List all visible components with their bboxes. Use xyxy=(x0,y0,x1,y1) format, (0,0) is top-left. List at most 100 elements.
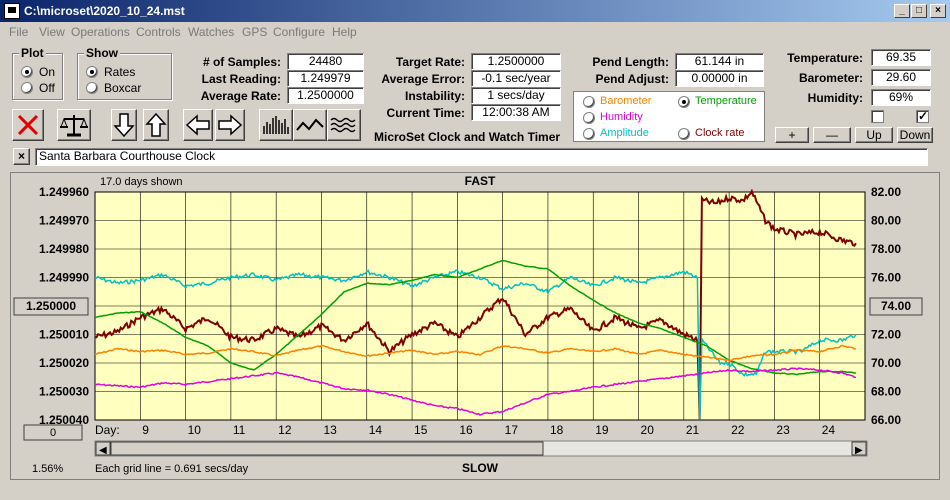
plot-off-label[interactable]: Off xyxy=(39,81,55,95)
instability-label: Instability: xyxy=(404,89,465,103)
title-bar: C:\microset\2020_10_24.mst _ □ × xyxy=(0,0,950,22)
move-down-button[interactable] xyxy=(111,109,137,141)
plot-on-radio[interactable] xyxy=(21,66,33,78)
amplitude-option[interactable]: Amplitude xyxy=(600,127,649,139)
humidity-radio[interactable] xyxy=(583,112,595,124)
humidity-option[interactable]: Humidity xyxy=(600,111,643,123)
day-axis-label: Day: xyxy=(95,423,120,437)
humidity-label: Humidity: xyxy=(807,91,863,105)
clear-name-button[interactable]: × xyxy=(13,148,30,165)
decrease-button[interactable]: — xyxy=(813,127,851,143)
average-error-label: Average Error: xyxy=(381,72,465,86)
clock-name-input[interactable]: Santa Barbara Courthouse Clock xyxy=(35,148,928,166)
target-rate-label: Target Rate: xyxy=(395,55,465,69)
left-tick-label: 1.250010 xyxy=(39,328,89,342)
show-rates-radio[interactable] xyxy=(86,66,98,78)
day-tick-label: 19 xyxy=(595,423,609,437)
temperature-option[interactable]: Temperature xyxy=(695,95,757,107)
chart-panel: 1.249960 82.00 1.249970 80.00 1.249980 78.00 1… xyxy=(10,172,940,480)
clock-rate-option[interactable]: Clock rate xyxy=(695,127,745,139)
scroll-left-arrow-button[interactable] xyxy=(95,441,111,456)
left-center-button[interactable] xyxy=(13,297,89,316)
sensor-selector: Barometer Temperature Humidity Amplitude… xyxy=(573,91,765,142)
target-rate-field: 1.2500000 xyxy=(471,53,561,70)
clear-data-button[interactable] xyxy=(12,109,44,141)
env-checkbox-2[interactable]: ✓ xyxy=(916,109,929,123)
plot-group-title: Plot xyxy=(19,46,46,60)
pend-length-field: 61.144 in xyxy=(675,53,764,70)
left-tick-label: 1.249960 xyxy=(39,185,89,199)
left-tick-label: 1.249980 xyxy=(39,242,89,256)
arrow-down-icon xyxy=(113,113,135,138)
plot-off-radio[interactable] xyxy=(21,82,33,94)
temperature-field: 69.35 xyxy=(871,49,931,66)
day-tick-label: 12 xyxy=(278,423,292,437)
samples-label: # of Samples: xyxy=(202,55,281,69)
scroll-right-arrow-icon: ▶ xyxy=(855,445,863,456)
menu-help[interactable]: Help xyxy=(332,25,357,39)
right-tick-label: 66.00 xyxy=(871,413,901,427)
series-humidity-line xyxy=(94,367,856,416)
show-boxcar-label[interactable]: Boxcar xyxy=(104,81,142,95)
left-tick-label: 1.249970 xyxy=(39,214,89,228)
right-tick-label: 76.00 xyxy=(871,271,901,285)
barometer-label: Barometer: xyxy=(798,71,863,85)
scroll-left-button[interactable] xyxy=(183,109,213,141)
day-tick-label: 24 xyxy=(822,423,836,437)
menu-view[interactable]: View xyxy=(39,25,65,39)
right-center-button[interactable] xyxy=(869,297,923,316)
days-shown-label: 17.0 days shown xyxy=(100,176,183,188)
histogram-button[interactable] xyxy=(259,109,293,141)
average-rate-field: 1.2500000 xyxy=(287,87,364,104)
temperature-radio[interactable] xyxy=(678,96,690,108)
env-checkbox-1[interactable] xyxy=(871,110,884,123)
barometer-option[interactable]: Barometer xyxy=(600,95,652,107)
wave-graph-button[interactable] xyxy=(327,109,361,141)
right-tick-label: 80.00 xyxy=(871,214,901,228)
day-tick-label: 18 xyxy=(550,423,564,437)
scroll-down-button[interactable]: Down xyxy=(897,127,933,143)
move-up-button[interactable] xyxy=(143,109,169,141)
line-graph-button[interactable] xyxy=(293,109,327,141)
fast-label: FAST xyxy=(465,174,496,188)
menu-configure[interactable]: Configure xyxy=(273,25,326,39)
h-scrollbar-thumb[interactable] xyxy=(110,441,544,456)
app-icon[interactable] xyxy=(4,3,20,19)
show-group-title: Show xyxy=(84,46,120,60)
barometer-radio[interactable] xyxy=(583,96,595,108)
show-rates-label[interactable]: Rates xyxy=(104,65,136,79)
menu-operations[interactable]: Operations xyxy=(71,25,130,39)
pend-adjust-field: 0.00000 in xyxy=(675,70,764,87)
left-tick-label: 1.249990 xyxy=(39,271,89,285)
balance-button[interactable] xyxy=(57,109,91,141)
line-graph-icon xyxy=(296,118,324,131)
barometer-field: 29.60 xyxy=(871,69,931,86)
menu-controls[interactable]: Controls xyxy=(136,25,181,39)
close-window-button[interactable]: × xyxy=(930,4,946,18)
plot-on-label[interactable]: On xyxy=(39,65,56,79)
menu-file[interactable]: File xyxy=(9,25,29,39)
left-tick-label: 1.250030 xyxy=(39,385,89,399)
menu-gps[interactable]: GPS xyxy=(242,25,268,39)
temperature-label: Temperature: xyxy=(787,51,863,65)
day-tick-label: 21 xyxy=(686,423,700,437)
minimize-button[interactable]: _ xyxy=(894,4,910,18)
red-x-icon xyxy=(17,114,39,136)
scroll-up-button[interactable]: Up xyxy=(855,127,893,143)
offset-button[interactable] xyxy=(23,424,83,441)
average-error-field: -0.1 sec/year xyxy=(471,70,561,87)
day-tick-label: 9 xyxy=(142,423,149,437)
pend-adjust-label: Pend Adjust: xyxy=(595,72,669,86)
amplitude-radio[interactable] xyxy=(583,128,595,140)
show-boxcar-radio[interactable] xyxy=(86,82,98,94)
maximize-button[interactable]: □ xyxy=(911,4,927,18)
menu-watches[interactable]: Watches xyxy=(188,25,235,39)
right-tick-label: 68.00 xyxy=(871,385,901,399)
scroll-right-button[interactable] xyxy=(215,109,245,141)
increase-button[interactable]: + xyxy=(775,127,809,143)
clock-rate-radio[interactable] xyxy=(678,128,690,140)
scroll-right-arrow-button[interactable] xyxy=(851,441,867,456)
pend-length-label: Pend Length: xyxy=(592,55,669,69)
arrow-left-icon xyxy=(185,114,210,136)
humidity-field: 69% xyxy=(871,89,931,106)
